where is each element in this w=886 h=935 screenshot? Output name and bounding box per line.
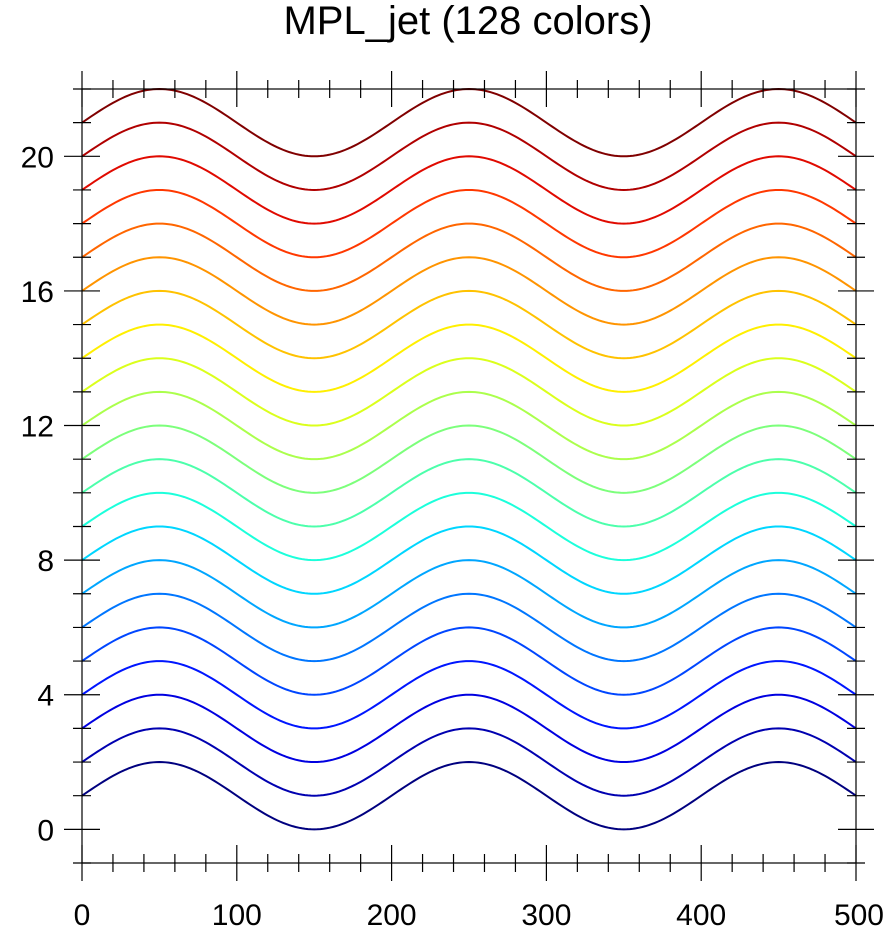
y-tick-label: 4 bbox=[37, 680, 54, 713]
x-tick-label: 200 bbox=[367, 899, 417, 932]
x-tick-label: 0 bbox=[74, 899, 91, 932]
axis-ticks bbox=[64, 71, 874, 881]
plot-frame bbox=[81, 88, 857, 864]
x-tick-label: 100 bbox=[212, 899, 262, 932]
tick-labels: 0 100 200 300 400 500 0 4 8 12 16 20 bbox=[21, 141, 884, 932]
y-tick-label: 16 bbox=[21, 276, 54, 309]
series-line-16 bbox=[81, 256, 857, 326]
series-line-20 bbox=[81, 121, 857, 191]
y-tick-label: 20 bbox=[21, 141, 54, 174]
series-line-13 bbox=[81, 357, 857, 427]
y-tick-label: 0 bbox=[37, 814, 54, 847]
series-line-7 bbox=[81, 559, 857, 629]
series-line-2 bbox=[81, 727, 857, 797]
chart-title: MPL_jet (128 colors) bbox=[283, 0, 652, 43]
series-line-11 bbox=[81, 424, 857, 494]
x-tick-label: 400 bbox=[676, 899, 726, 932]
series-line-4 bbox=[81, 660, 857, 730]
series-line-1 bbox=[81, 761, 857, 831]
series-line-12 bbox=[81, 390, 857, 461]
series-line-15 bbox=[81, 289, 857, 360]
x-tick-label: 300 bbox=[521, 899, 571, 932]
y-tick-label: 8 bbox=[37, 545, 54, 578]
series-line-18 bbox=[81, 188, 857, 259]
series-line-19 bbox=[81, 155, 857, 225]
series-line-9 bbox=[81, 491, 857, 562]
series-line-6 bbox=[81, 592, 857, 663]
series-line-3 bbox=[81, 693, 857, 764]
series-line-5 bbox=[81, 626, 857, 696]
series-line-14 bbox=[81, 323, 857, 393]
series-line-10 bbox=[81, 458, 857, 528]
series-line-17 bbox=[81, 222, 857, 292]
y-tick-label: 12 bbox=[21, 411, 54, 444]
x-tick-label: 500 bbox=[834, 899, 884, 932]
series-line-8 bbox=[81, 525, 857, 595]
series-lines bbox=[81, 87, 857, 831]
